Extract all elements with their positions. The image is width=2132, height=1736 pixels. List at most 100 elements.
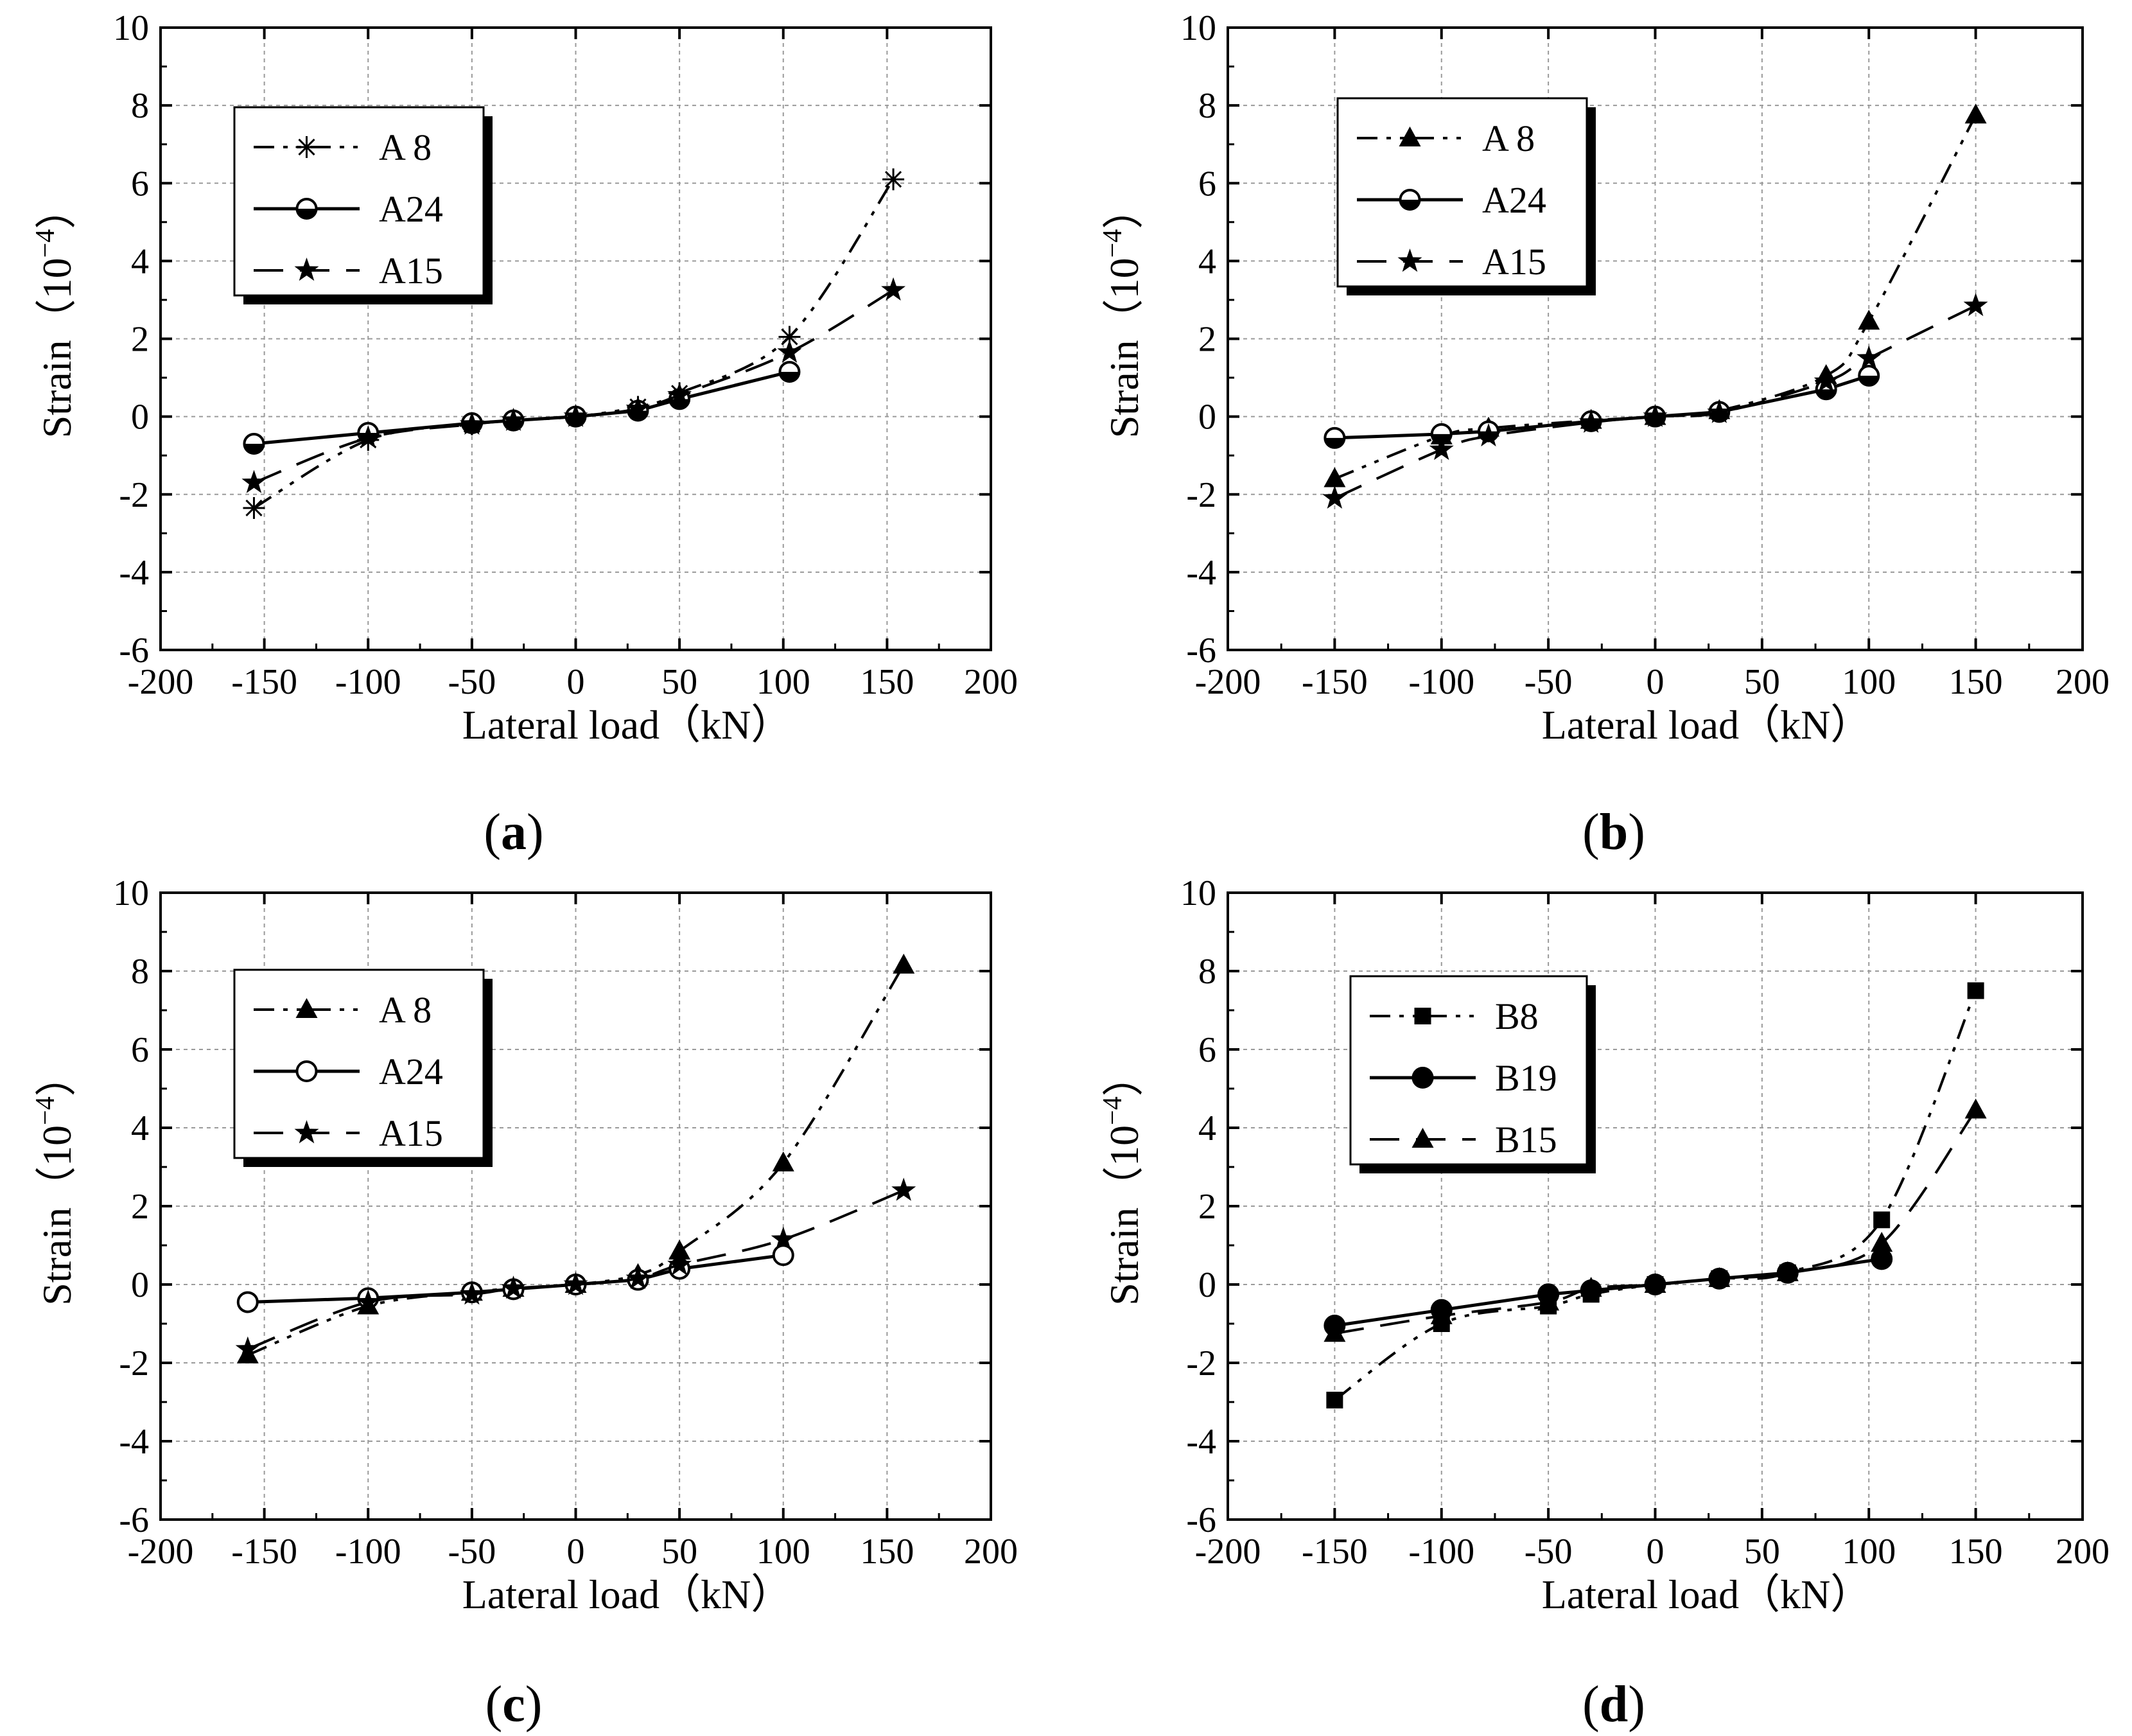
chart-panel-c: -200 -150 -100 -50 0 50 100 150 200 -6 -4 -2 0 2 4 6 8 10… [31,873,1018,1733]
y-tick-label: 4 [1198,241,1216,281]
y-tick-label: 10 [1180,8,1216,48]
y-tick-label: 2 [131,320,149,360]
data-point [356,425,381,449]
y-tick-label: 2 [131,1187,149,1227]
x-tick-label: 0 [567,1532,585,1572]
data-point [1964,1098,1987,1119]
data-point [1322,485,1347,509]
data-point [563,403,588,427]
y-tick-label: 4 [1198,1109,1216,1148]
x-tick-label: -100 [335,1532,401,1572]
legend-label: A24 [1482,179,1546,221]
x-tick-label: 150 [860,662,914,702]
x-tick-label: 50 [661,1532,697,1572]
legend-marker [1411,1067,1434,1089]
panel-caption: (a) [484,804,543,861]
y-tick-label: 8 [1198,952,1216,992]
data-point [459,411,484,435]
legend: A 8 A24 A15 [233,969,493,1167]
legend-marker [1397,249,1422,272]
legend-label: A15 [379,250,443,292]
legend: B8 B19 B15 [1349,975,1596,1173]
series-A24 [1324,365,1880,449]
y-axis-title-close: ） [1101,188,1147,229]
x-tick-label: -50 [1525,662,1573,702]
data-point [1776,1261,1799,1281]
legend-label: B8 [1495,995,1539,1037]
legend-label: A24 [379,188,443,230]
y-tick-label: 10 [113,8,149,48]
chart-panel-a: -200 -150 -100 -50 0 50 100 150 200 -6 -4 -2 0 2 4 6 8 10… [31,8,1018,861]
x-tick-label: 50 [661,662,697,702]
x-tick-label: 200 [964,1532,1018,1572]
data-point [1580,1277,1602,1297]
data-point [1967,982,1984,999]
y-tick-label: 10 [113,873,149,913]
y-tick-label: -6 [119,631,149,671]
y-tick-label: 4 [131,1109,149,1148]
chart-panel-d: -200 -150 -100 -50 0 50 100 150 200 -6 -4 -2 0 2 4 6 8 10… [1098,873,2110,1733]
x-tick-label: 100 [756,1532,810,1572]
legend-label: A 8 [379,127,432,168]
x-tick-label: 100 [756,662,810,702]
y-tick-label: -4 [1186,553,1216,593]
data-point [891,1177,916,1201]
data-point [563,1272,588,1295]
x-axis-title: Lateral load（kN） [1542,1572,1872,1617]
legend-label: B19 [1495,1057,1557,1099]
data-point [625,1265,651,1289]
panel-caption-letter: d [1600,1676,1629,1733]
x-tick-label: -50 [448,1532,496,1572]
data-point [1871,1248,1893,1270]
x-tick-label: 0 [1647,662,1665,702]
data-point [1707,399,1732,423]
panel-caption-letter: b [1600,804,1629,861]
panel-caption-close: ) [1628,1676,1645,1733]
y-tick-label: -6 [119,1500,149,1540]
y-tick-label: -2 [1186,475,1216,515]
series-line [1334,1257,1882,1328]
panel-caption-letter: a [501,804,527,861]
legend: A 8 A24 A15 [1336,97,1596,295]
data-point [777,339,802,363]
series-A24 [243,360,801,455]
legend-box [233,106,485,297]
data-point [625,396,651,419]
data-point [1430,1304,1453,1324]
data-point [1537,1290,1560,1311]
y-axis-title-close: ） [34,188,80,229]
data-point [1873,1211,1891,1229]
x-tick-label: 150 [1949,1532,2003,1572]
series-A15 [1322,293,1988,509]
y-tick-label: 10 [1180,873,1216,913]
x-tick-label: -200 [1195,1532,1261,1572]
data-point [1858,310,1880,330]
data-point [1324,1322,1346,1342]
legend-label: A 8 [379,989,432,1031]
data-point [771,1226,796,1250]
data-point [1578,409,1603,433]
data-point [1813,369,1839,392]
data-point [1963,293,1988,317]
data-point [459,1281,484,1305]
x-tick-label: -150 [231,662,297,702]
legend-box [233,969,485,1159]
data-point [356,1289,381,1313]
x-tick-label: 150 [860,1532,914,1572]
data-point [667,382,692,406]
series-A15 [241,277,906,493]
x-tick-label: -150 [1302,662,1368,702]
panel-caption: (c) [485,1676,543,1733]
panel-caption-open: ( [1582,804,1600,861]
y-tick-label: 6 [1198,1030,1216,1070]
data-point [881,277,906,301]
data-point [241,469,266,493]
x-tick-label: -100 [335,662,401,702]
y-axis-title-exponent: −4 [31,1096,60,1125]
y-tick-label: 0 [131,1265,149,1305]
data-point [1871,1231,1893,1252]
y-tick-label: 8 [131,952,149,992]
data-point-fill [1816,389,1836,399]
data-point [1643,403,1668,427]
